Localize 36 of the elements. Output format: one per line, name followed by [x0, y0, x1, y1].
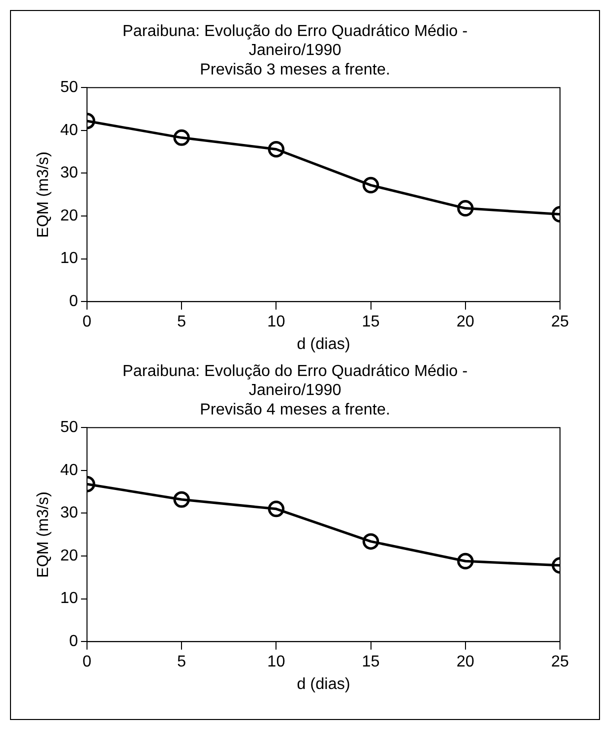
x-tick-label: 10 — [267, 654, 286, 671]
x-tick-label: 5 — [177, 314, 186, 331]
x-tick-label: 0 — [82, 314, 92, 331]
point — [268, 140, 284, 158]
y-tick-label: 10 — [60, 590, 78, 608]
x-tick-label: 20 — [456, 654, 474, 671]
y-tick-label: 20 — [60, 207, 78, 224]
y-tick-label: 40 — [60, 122, 78, 139]
y-tick-label: 10 — [60, 250, 78, 268]
y-axis-title: EQM (m3/s) — [35, 491, 52, 578]
x-tick-label: 15 — [362, 314, 380, 331]
chart-subtitle: Previsão 4 meses a frente. — [200, 401, 390, 418]
y-tick-label: 30 — [60, 164, 78, 182]
point — [362, 176, 380, 194]
y-tick-label: 0 — [69, 293, 78, 310]
y-tick-label: 50 — [60, 419, 78, 436]
chart-title: Paraibuna: Evolução do Erro Quadrático Médio - Janeiro/1990 — [122, 363, 468, 400]
x-tick-label: 10 — [267, 314, 286, 331]
x-tick-label: 5 — [177, 654, 186, 671]
x-axis-title: d (dias) — [296, 336, 350, 353]
chart-subtitle: Previsão 3 meses a frente. — [200, 61, 390, 78]
x-tick-label: 25 — [551, 314, 569, 331]
x-axis-title: d (dias) — [296, 676, 350, 693]
y-tick-label: 20 — [60, 547, 78, 564]
y-tick-label: 40 — [60, 462, 78, 479]
y-tick-label: 0 — [69, 633, 78, 650]
x-tick-label: 25 — [551, 654, 569, 671]
x-tick-label: 15 — [362, 654, 380, 671]
chart-title: Paraibuna: Evolução do Erro Quadrático Médio - Janeiro/1990 — [122, 23, 468, 60]
point — [268, 500, 284, 518]
y-tick-label: 50 — [60, 79, 78, 96]
point — [362, 533, 380, 550]
x-tick-label: 0 — [82, 654, 92, 671]
x-tick-label: 20 — [456, 314, 474, 331]
y-tick-label: 30 — [60, 504, 78, 522]
y-axis-title: EQM (m3/s) — [35, 151, 52, 238]
